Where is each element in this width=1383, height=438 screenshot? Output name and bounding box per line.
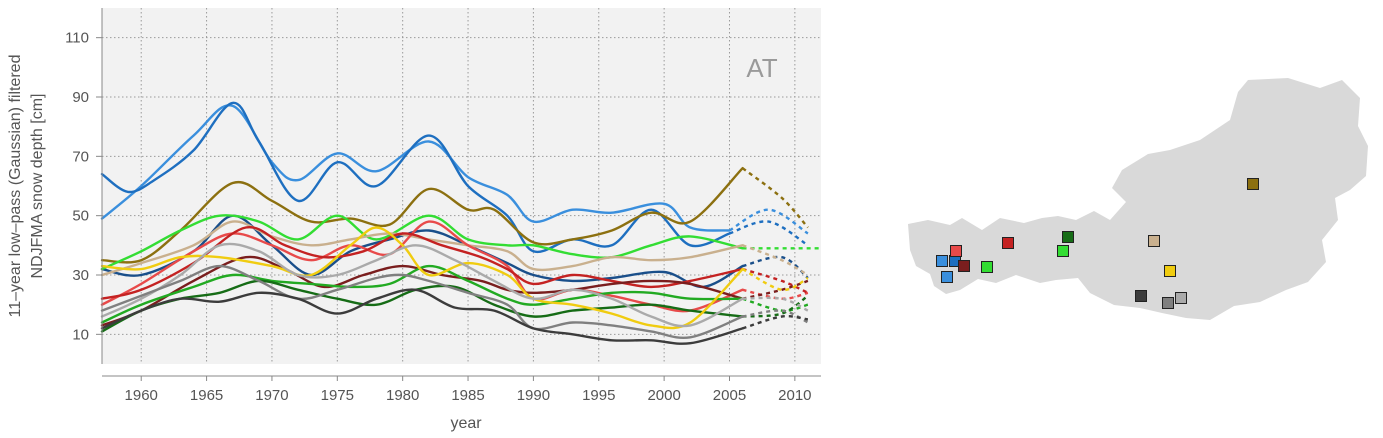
plot-background (102, 8, 821, 364)
series-line-6-dashed (742, 244, 809, 277)
panel-label: AT (746, 53, 777, 83)
series-line-7 (100, 220, 744, 313)
x-tick-label: 2000 (647, 387, 680, 404)
y-tick-label: 10 (72, 326, 89, 343)
series-line-5 (100, 214, 744, 271)
station-marker-14 (1175, 292, 1187, 304)
x-tick-label: 1980 (386, 387, 419, 404)
station-marker-4 (950, 245, 962, 257)
x-tick-label: 1970 (255, 387, 288, 404)
series-line-8-dashed (742, 267, 809, 294)
series-line-4-dashed (741, 167, 809, 229)
y-tick-label: 50 (72, 208, 89, 225)
x-tick-label: 1990 (517, 387, 550, 404)
series-line-13-dashed (742, 296, 809, 312)
y-tick-label: 70 (72, 148, 89, 165)
station-marker-1 (936, 255, 948, 267)
x-tick-label: 2005 (713, 387, 746, 404)
x-tick-label: 1960 (125, 387, 158, 404)
station-marker-13 (1162, 297, 1174, 309)
station-marker-15 (1247, 178, 1259, 190)
series-line-2 (100, 101, 731, 254)
x-tick-label: 1985 (451, 387, 484, 404)
station-marker-10 (1148, 235, 1160, 247)
series-line-1-dashed (728, 208, 809, 235)
austria-map-shape (908, 78, 1368, 320)
y-tick-labels: 10 30 50 70 90 110 (65, 30, 102, 343)
y-axis-label-line-1: 11–year low–pass (Gaussian) filtered (7, 55, 24, 318)
station-marker-12 (1135, 290, 1147, 302)
station-marker-5 (958, 260, 970, 272)
x-tick-label: 1975 (321, 387, 354, 404)
x-tick-label: 2010 (778, 387, 811, 404)
series-line-9-dashed (742, 279, 809, 300)
series-lines (100, 101, 821, 345)
station-marker-3 (941, 271, 953, 283)
y-axis-label-line-2: NDJFMA snow depth [cm] (29, 94, 46, 279)
x-tick-label: 1965 (190, 387, 223, 404)
x-tick-labels: 1960 1965 1970 1975 1980 1985 1990 1995 2000 2005… (125, 376, 812, 404)
series-line-10 (100, 264, 744, 324)
series-line-7-dashed (742, 288, 809, 300)
station-marker-11 (1164, 265, 1176, 277)
series-line-13 (100, 242, 744, 328)
station-marker-9 (1062, 231, 1074, 243)
series-line-1 (100, 104, 731, 232)
series-line-14-dashed (742, 309, 809, 324)
series-line-9 (100, 255, 744, 327)
series-line-10-dashed (742, 297, 809, 312)
series-line-15-dashed (742, 314, 809, 330)
series-line-11-dashed (742, 294, 809, 318)
y-tick-label: 110 (65, 30, 89, 47)
y-tick-label: 30 (72, 267, 89, 284)
series-line-2-dashed (729, 220, 809, 247)
series-line-14 (100, 264, 744, 340)
x-axis-label: year (450, 415, 482, 432)
station-marker-8 (1057, 245, 1069, 257)
series-line-3 (100, 214, 744, 289)
station-markers (936, 178, 1259, 309)
station-marker-6 (981, 261, 993, 273)
series-line-12 (100, 226, 744, 330)
series-line-4 (100, 167, 744, 264)
series-line-15 (100, 288, 744, 345)
station-marker-7 (1002, 237, 1014, 249)
y-tick-label: 90 (72, 89, 89, 106)
x-tick-label: 1995 (582, 387, 615, 404)
austria-station-map (908, 78, 1368, 320)
series-line-12-dashed (742, 268, 809, 292)
